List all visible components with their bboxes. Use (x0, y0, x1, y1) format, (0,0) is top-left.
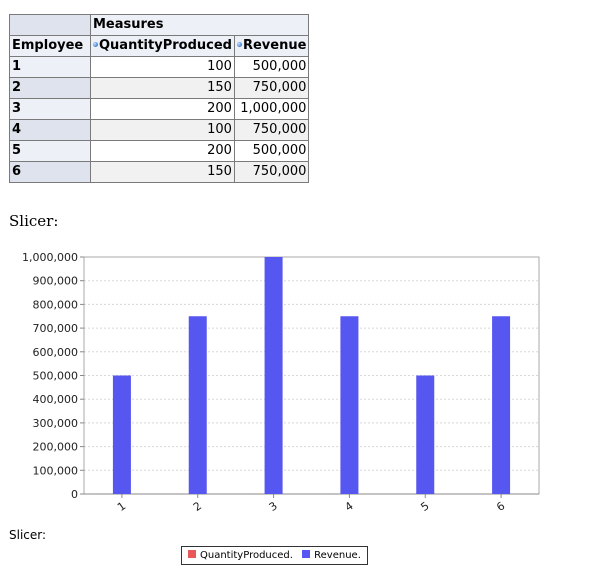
quantity-cell: 100 (90, 56, 235, 78)
bar-revenue-2[interactable] (188, 316, 207, 494)
chart-gridlines (84, 256, 539, 471)
pivot-corner-cell (9, 14, 91, 36)
member-bullet-icon (236, 42, 242, 47)
y-tick-label: 1,000,000 (22, 251, 78, 264)
employee-row-header[interactable]: 1 (9, 56, 91, 78)
table-row: 4 100 750,000 (9, 119, 310, 141)
chart-legend: QuantityProduced. Revenue. (181, 546, 368, 565)
x-tick-label: 3 (267, 499, 280, 514)
table-row: 6 150 750,000 (9, 161, 310, 183)
table-row: 1 100 500,000 (9, 56, 310, 78)
x-tick-label: 2 (191, 499, 204, 514)
bar-revenue-4[interactable] (340, 316, 359, 494)
slicer-label-top: Slicer: (9, 212, 59, 230)
employee-header[interactable]: Employee (9, 35, 91, 57)
legend-item-revenue[interactable]: Revenue. (302, 550, 361, 561)
chart-bars (102, 257, 511, 495)
y-tick-label: 300,000 (33, 417, 79, 430)
legend-swatch-revenue (302, 550, 311, 558)
revenue-cell: 750,000 (233, 161, 310, 183)
bar-revenue-3[interactable] (264, 257, 283, 494)
y-tick-label: 400,000 (33, 393, 79, 406)
x-tick-label: 4 (343, 499, 356, 514)
quantity-produced-header-label: QuantityProduced (99, 38, 232, 53)
quantity-cell: 200 (90, 140, 235, 162)
table-row: 5 200 500,000 (9, 140, 310, 162)
y-tick-label: 200,000 (33, 441, 79, 454)
quantity-cell: 150 (90, 77, 235, 99)
y-axis: 0 100,000 200,000 300,000 400,000 500,000 600,… (22, 251, 539, 501)
revenue-bar-chart: 0 100,000 200,000 300,000 400,000 500,000 600,… (22, 251, 540, 514)
quantity-cell: 100 (90, 119, 235, 141)
y-tick-label: 900,000 (33, 275, 79, 288)
quantity-cell: 150 (90, 161, 235, 183)
x-tick-label: 5 (418, 499, 431, 514)
quantity-cell: 200 (90, 98, 235, 120)
employee-row-header[interactable]: 4 (9, 119, 91, 141)
bar-revenue-5[interactable] (416, 375, 435, 495)
legend-label-revenue: Revenue. (314, 550, 361, 561)
y-tick-label: 0 (71, 488, 78, 501)
employee-row-header[interactable]: 3 (9, 98, 91, 120)
revenue-header-label: Revenue (242, 38, 307, 53)
employee-row-header[interactable]: 6 (9, 161, 91, 183)
revenue-cell: 500,000 (233, 56, 310, 78)
pivot-table: Measures Employee QuantityProduced Reven… (9, 14, 310, 183)
member-bullet-icon (93, 42, 98, 47)
y-tick-label: 100,000 (33, 464, 79, 477)
y-tick-label: 500,000 (33, 370, 79, 383)
employee-row-header[interactable]: 2 (9, 77, 91, 99)
y-tick-label: 700,000 (33, 322, 79, 335)
x-axis: 1 2 3 4 5 6 (115, 494, 507, 514)
revenue-cell: 750,000 (233, 77, 310, 99)
legend-label-quantity: QuantityProduced. (200, 550, 293, 561)
legend-item-quantity[interactable]: QuantityProduced. (188, 550, 293, 561)
y-tick-label: 800,000 (33, 298, 79, 311)
table-row: 2 150 750,000 (9, 77, 310, 99)
employee-row-header[interactable]: 5 (9, 140, 91, 162)
quantity-produced-header[interactable]: QuantityProduced (90, 35, 235, 57)
revenue-cell: 1,000,000 (233, 98, 310, 120)
bar-revenue-1[interactable] (112, 375, 131, 495)
slicer-label-bottom: Slicer: (9, 528, 47, 542)
y-tick-label: 600,000 (33, 346, 79, 359)
revenue-header[interactable]: Revenue (233, 35, 310, 57)
revenue-cell: 500,000 (233, 140, 310, 162)
legend-swatch-quantity (188, 550, 196, 558)
table-row: 3 200 1,000,000 (9, 98, 310, 120)
x-tick-label: 6 (494, 499, 507, 514)
bar-revenue-6[interactable] (492, 316, 511, 494)
x-tick-label: 1 (115, 499, 128, 514)
measures-header[interactable]: Measures (89, 14, 310, 36)
revenue-cell: 750,000 (233, 119, 310, 141)
